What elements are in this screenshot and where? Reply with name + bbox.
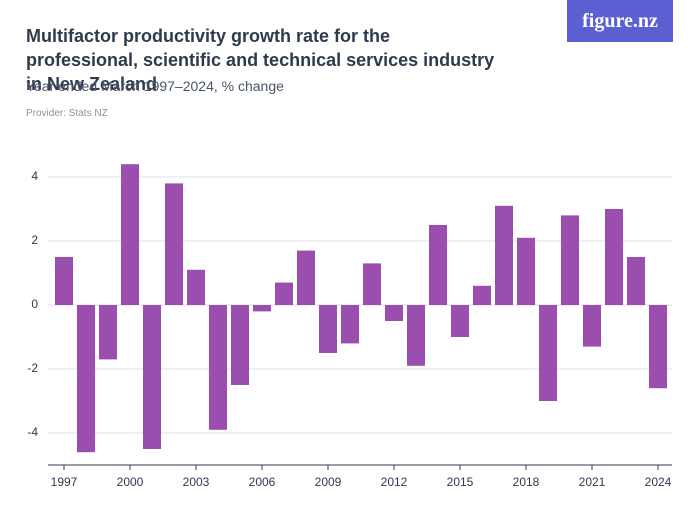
y-tick-label: 4 — [31, 169, 38, 183]
bar — [406, 305, 426, 366]
bar — [98, 305, 118, 360]
bar — [428, 225, 448, 305]
x-tick-label: 2006 — [249, 475, 276, 489]
x-tick-label: 2021 — [579, 475, 606, 489]
bar — [76, 305, 96, 453]
x-tick-label: 2012 — [381, 475, 408, 489]
x-tick-label: 2003 — [183, 475, 210, 489]
x-tick-label: 2024 — [645, 475, 672, 489]
x-tick-label: 2000 — [117, 475, 144, 489]
bar — [252, 305, 272, 312]
bar — [648, 305, 668, 389]
bar — [230, 305, 250, 385]
bar — [186, 269, 206, 305]
bar — [516, 237, 536, 305]
bar — [582, 305, 602, 347]
x-tick-label: 1997 — [51, 475, 78, 489]
bar — [274, 282, 294, 305]
bar — [120, 164, 140, 305]
bar — [560, 215, 580, 305]
provider: Provider: Stats NZ — [26, 108, 108, 119]
y-tick-label: 0 — [31, 297, 38, 311]
y-tick-label: -4 — [27, 425, 38, 439]
bar — [142, 305, 162, 449]
logo[interactable]: figure.nz — [567, 0, 673, 42]
x-tick-label: 2018 — [513, 475, 540, 489]
bar — [164, 183, 184, 305]
bar — [472, 285, 492, 305]
bar — [384, 305, 404, 321]
bar — [54, 257, 74, 305]
chart-title: Multifactor productivity growth rate for… — [26, 26, 495, 94]
bar — [538, 305, 558, 401]
bar — [318, 305, 338, 353]
bar — [208, 305, 228, 430]
bar — [340, 305, 360, 344]
chart-subtitle: Year ended March 1997–2024, % change — [26, 78, 284, 94]
bar — [494, 205, 514, 305]
y-tick-label: -2 — [27, 361, 38, 375]
bar — [604, 209, 624, 305]
bar — [362, 263, 382, 305]
bar — [626, 257, 646, 305]
x-tick-label: 2015 — [447, 475, 474, 489]
y-tick-label: 2 — [31, 233, 38, 247]
bar — [296, 250, 316, 305]
x-tick-label: 2009 — [315, 475, 342, 489]
bar — [450, 305, 470, 337]
